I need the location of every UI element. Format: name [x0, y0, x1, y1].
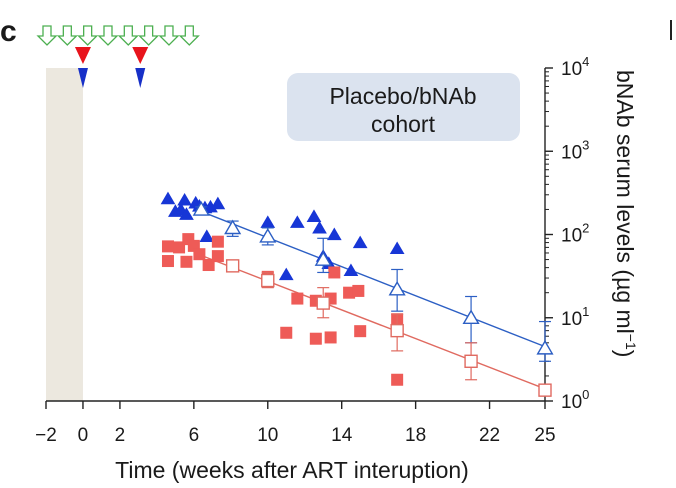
green-down-arrow-icon	[178, 25, 200, 46]
green-down-arrow-icon	[77, 25, 99, 46]
open-triangle-point	[388, 280, 406, 296]
filled-square-point	[328, 266, 341, 279]
green-down-arrow-icon	[117, 25, 139, 46]
fit-lines-layer	[193, 207, 546, 390]
fit-line-triangles	[193, 207, 546, 348]
red-triangle-icon	[74, 47, 91, 64]
filled-triangle-point	[289, 215, 305, 228]
x-tick-label: 10	[257, 425, 278, 446]
cohort-label-box: Placebo/bNAb cohort	[287, 73, 520, 141]
open-triangle-point	[259, 227, 277, 243]
green-down-arrow-icon	[158, 25, 180, 46]
y-axis-title: bNAb serum levels (µg ml−1)	[612, 70, 639, 357]
cohort-label-background	[287, 73, 520, 141]
open-triangle-point	[192, 201, 210, 216]
x-tick-label: 25	[534, 425, 555, 446]
filled-triangle-point	[199, 229, 215, 242]
filled-square-point	[291, 292, 304, 305]
filled-square-point	[354, 325, 367, 338]
open-triangle-point	[224, 219, 242, 235]
data-points-layer	[160, 191, 554, 397]
filled-square-point	[280, 326, 293, 339]
green-down-arrow-icon	[56, 25, 78, 46]
filled-square-point	[343, 286, 356, 299]
filled-square-point	[324, 331, 337, 344]
filled-triangle-point	[203, 199, 218, 213]
x-tick-label: 18	[405, 425, 426, 446]
x-tick-label: 2	[115, 425, 126, 446]
open-triangle-point	[536, 339, 554, 355]
filled-triangle-point	[326, 227, 342, 241]
filled-square-point	[180, 255, 193, 268]
x-tick-label: 14	[331, 425, 353, 446]
pre-interruption-shading-layer	[46, 68, 83, 401]
y-axis-title-main: bNAb serum levels (µg ml	[612, 70, 638, 334]
filled-square-point	[211, 250, 224, 263]
shaded-region	[46, 68, 83, 401]
x-tick-label: 0	[78, 425, 89, 446]
filled-triangle-point	[210, 196, 226, 210]
filled-triangle-point	[343, 263, 359, 277]
fit-line-squares	[202, 255, 546, 390]
filled-square-point	[391, 373, 404, 386]
filled-triangle-point	[352, 235, 368, 249]
open-square-point	[261, 273, 275, 288]
x-axis-title: Time (weeks after ART interuption)	[115, 457, 469, 483]
y-tick-label: 104	[561, 54, 589, 80]
filled-triangle-point	[312, 220, 327, 234]
filled-triangle-point	[260, 215, 276, 228]
y-tick-label: 103	[561, 137, 589, 163]
filled-triangle-point	[306, 209, 322, 222]
open-square-point	[390, 323, 404, 338]
blue-triangle-icon	[77, 68, 88, 88]
y-axis-title-exponent: −1	[623, 334, 639, 350]
filled-square-point	[161, 240, 174, 253]
open-triangle-point	[314, 251, 332, 266]
axes-layer: −2 0 2 6 10 14 18 22 25 100 101 102 103 104	[35, 54, 589, 446]
panel-label: c	[0, 15, 17, 48]
dose-arrows-layer	[36, 20, 672, 88]
open-square-point	[316, 296, 330, 310]
cohort-label-line-1: Placebo/bNAb	[329, 83, 476, 109]
cohort-label-line-2: cohort	[371, 111, 436, 137]
filled-square-point	[309, 332, 322, 345]
svg-text:bNAb serum levels (µg ml−1): bNAb serum levels (µg ml−1)	[612, 70, 639, 357]
open-square-point	[464, 354, 478, 368]
x-tick-label: −2	[35, 425, 57, 446]
filled-triangle-point	[389, 241, 405, 255]
open-triangle-point	[462, 309, 480, 325]
y-tick-label: 100	[561, 387, 589, 413]
x-tick-label: 6	[189, 425, 200, 446]
y-tick-label: 102	[561, 221, 589, 247]
x-tick-label: 22	[479, 425, 500, 446]
filled-square-point	[211, 235, 224, 248]
blue-triangle-icon	[135, 68, 146, 88]
open-square-point	[225, 259, 240, 273]
green-down-arrow-icon	[97, 25, 119, 46]
filled-square-point	[202, 259, 215, 272]
filled-square-point	[193, 248, 206, 261]
filled-triangle-point	[179, 207, 194, 220]
filled-triangle-point	[160, 191, 176, 205]
green-down-arrow-icon	[36, 25, 58, 46]
filled-triangle-point	[278, 267, 294, 281]
red-triangle-icon	[132, 47, 149, 64]
open-square-point	[538, 383, 552, 397]
y-axis-title-close: )	[612, 350, 638, 358]
filled-square-point	[161, 255, 174, 268]
filled-square-point	[173, 241, 186, 254]
filled-square-point	[352, 284, 365, 297]
y-tick-label: 101	[561, 304, 589, 330]
green-down-arrow-icon	[138, 25, 160, 46]
filled-triangle-point	[177, 192, 192, 206]
